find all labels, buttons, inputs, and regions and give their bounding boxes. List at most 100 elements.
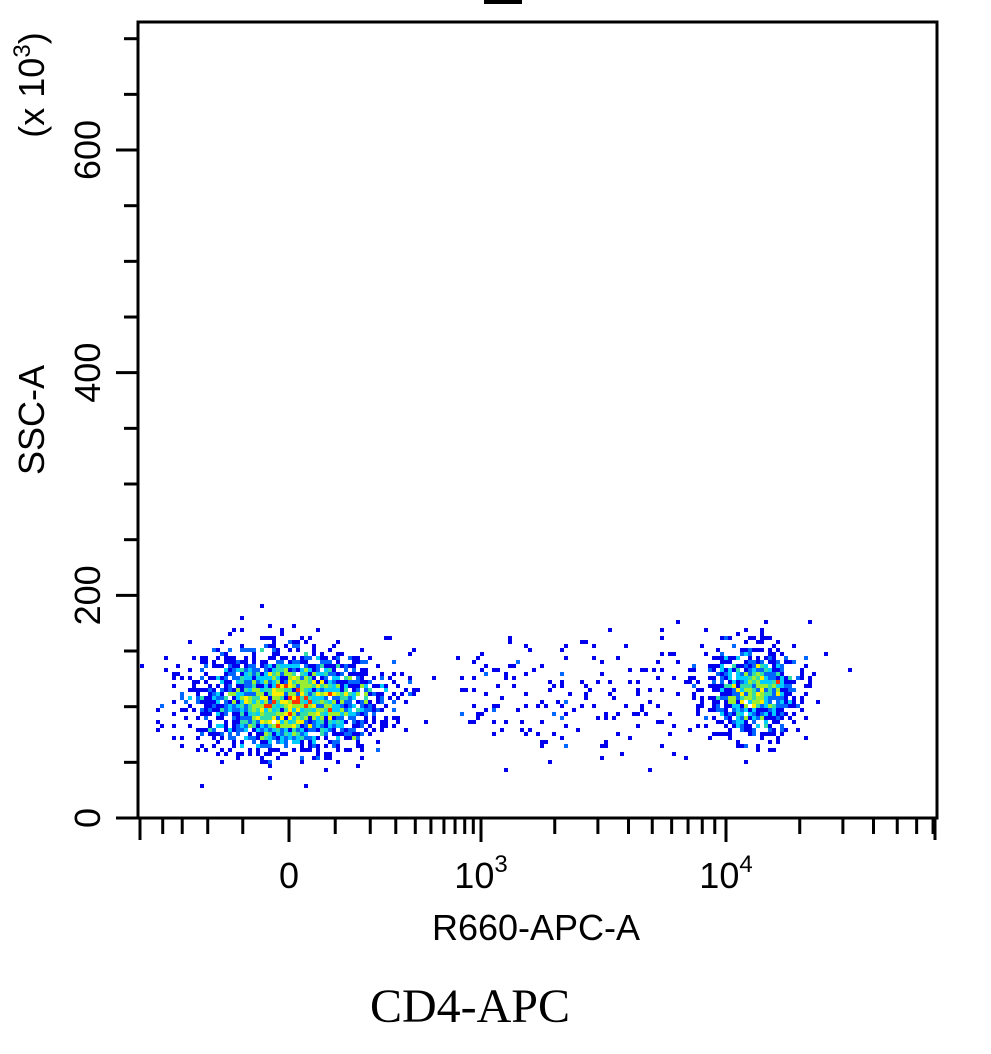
event-dot: [728, 728, 732, 732]
event-dot: [716, 672, 720, 676]
event-dot: [180, 696, 184, 700]
event-dot: [772, 664, 776, 668]
event-dot: [200, 656, 204, 660]
event-dot: [236, 712, 240, 716]
event-dot: [268, 624, 272, 628]
event-dot: [172, 684, 176, 688]
event-dot: [804, 664, 808, 668]
event-dot: [372, 704, 376, 708]
event-dot: [308, 716, 312, 720]
event-dot: [216, 648, 220, 652]
event-dot: [360, 660, 364, 664]
event-dot: [268, 712, 272, 716]
event-dot: [256, 692, 260, 696]
event-dot: [348, 732, 352, 736]
event-dot: [728, 700, 732, 704]
event-dot: [352, 696, 356, 700]
event-dot: [736, 716, 740, 720]
event-dot: [196, 688, 200, 692]
event-dot: [200, 696, 204, 700]
event-dot: [764, 708, 768, 712]
event-dot: [296, 708, 300, 712]
event-dot: [296, 640, 300, 644]
event-dot: [284, 704, 288, 708]
event-dot: [788, 680, 792, 684]
event-dot: [780, 688, 784, 692]
event-dot: [220, 712, 224, 716]
event-dot: [728, 684, 732, 688]
event-dot: [784, 700, 788, 704]
event-dot: [272, 696, 276, 700]
event-dot: [380, 676, 384, 680]
event-dot: [272, 688, 276, 692]
event-dot: [320, 680, 324, 684]
event-dot: [204, 712, 208, 716]
event-dot: [772, 656, 776, 660]
event-dot: [272, 656, 276, 660]
event-dot: [272, 652, 276, 656]
event-dot: [344, 696, 348, 700]
event-dot: [772, 660, 776, 664]
event-dot: [332, 708, 336, 712]
event-dot: [260, 660, 264, 664]
event-dot: [296, 684, 300, 688]
event-dot: [356, 672, 360, 676]
event-dot: [376, 684, 380, 688]
event-dot: [388, 696, 392, 700]
event-dot: [244, 724, 248, 728]
event-dot: [700, 700, 704, 704]
event-dot: [756, 648, 760, 652]
event-dot: [712, 664, 716, 668]
event-dot: [372, 728, 376, 732]
event-dot: [788, 688, 792, 692]
event-dot: [308, 720, 312, 724]
event-dot: [260, 604, 264, 608]
event-dot: [504, 720, 508, 724]
event-dot: [512, 676, 516, 680]
event-dot: [752, 704, 756, 708]
event-dot: [656, 704, 660, 708]
event-dot: [296, 728, 300, 732]
event-dot: [352, 692, 356, 696]
event-dot: [720, 660, 724, 664]
event-dot: [372, 692, 376, 696]
event-dot: [648, 700, 652, 704]
event-dot: [784, 692, 788, 696]
event-dot: [320, 712, 324, 716]
event-dot: [300, 696, 304, 700]
event-dot: [220, 724, 224, 728]
event-dot: [284, 716, 288, 720]
event-dot: [268, 720, 272, 724]
event-dot: [212, 700, 216, 704]
y-axis-label: SSC-A: [11, 365, 52, 475]
event-dot: [204, 716, 208, 720]
event-dot: [192, 684, 196, 688]
event-dot: [324, 752, 328, 756]
event-dot: [376, 740, 380, 744]
event-dot: [316, 672, 320, 676]
event-dot: [364, 728, 368, 732]
event-dot: [272, 712, 276, 716]
event-dot: [304, 708, 308, 712]
event-dot: [348, 704, 352, 708]
event-dot: [748, 660, 752, 664]
event-dot: [300, 724, 304, 728]
event-dot: [332, 688, 336, 692]
event-dot: [292, 668, 296, 672]
event-dot: [316, 748, 320, 752]
event-dot: [236, 724, 240, 728]
event-dot: [288, 668, 292, 672]
event-dot: [208, 732, 212, 736]
event-dot: [220, 736, 224, 740]
event-dot: [292, 732, 296, 736]
event-dot: [472, 688, 476, 692]
event-dot: [732, 644, 736, 648]
event-dot: [740, 744, 744, 748]
event-dot: [256, 672, 260, 676]
event-dot: [156, 708, 160, 712]
event-dot: [300, 712, 304, 716]
event-dot: [304, 660, 308, 664]
event-dot: [280, 660, 284, 664]
event-dot: [348, 664, 352, 668]
event-dot: [600, 744, 604, 748]
